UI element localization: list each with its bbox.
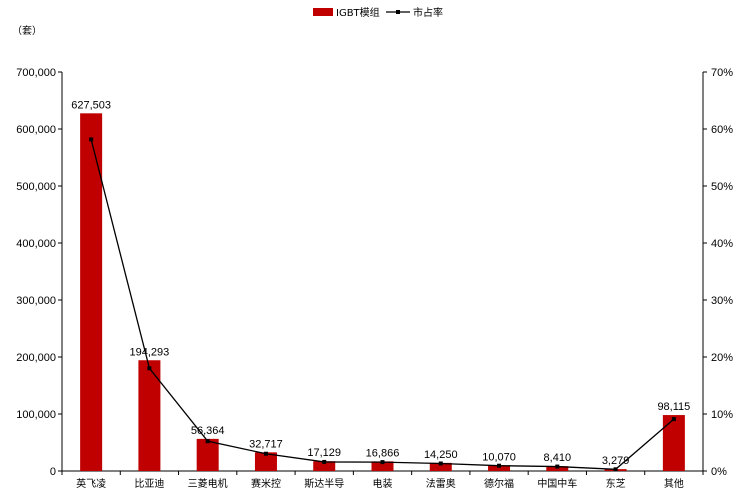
y-left-tick-label: 400,000 bbox=[16, 238, 56, 250]
share-line-point bbox=[263, 451, 268, 456]
y-right-tick-label: 70% bbox=[711, 67, 733, 79]
y-right-tick-label: 60% bbox=[711, 124, 733, 136]
category-label: 三菱电机 bbox=[188, 477, 228, 490]
category-labels: 英飞凌 比亚迪 三菱电机 赛米控 斯达半导 电装 法雷奥 德尔福 中国中车 东芝 其他 bbox=[76, 477, 684, 490]
bar-data-label: 98,115 bbox=[657, 401, 690, 413]
y-right-tick-label: 50% bbox=[711, 181, 733, 193]
y-right-tick-label: 10% bbox=[711, 409, 733, 421]
share-line-point bbox=[89, 137, 94, 142]
category-label: 其他 bbox=[664, 477, 684, 490]
bar bbox=[313, 461, 336, 471]
bar-data-label: 627,503 bbox=[71, 99, 111, 111]
category-label: 赛米控 bbox=[251, 477, 281, 490]
share-line-point bbox=[613, 467, 618, 472]
legend-swatch-marker bbox=[396, 10, 400, 14]
y-left-tick-label: 500,000 bbox=[16, 181, 56, 193]
category-label: 斯达半导 bbox=[304, 477, 344, 490]
bar bbox=[371, 461, 394, 471]
bar-data-label: 56,364 bbox=[191, 425, 225, 437]
share-line-point bbox=[380, 460, 385, 465]
bars bbox=[80, 113, 685, 471]
category-label: 英飞凌 bbox=[76, 477, 106, 490]
y-left-tick-label: 300,000 bbox=[16, 295, 56, 307]
legend-swatch-bar bbox=[313, 8, 333, 16]
share-line-point bbox=[205, 439, 210, 444]
share-line-point bbox=[671, 417, 676, 422]
bar bbox=[196, 438, 219, 471]
y-left-tick-label: 200,000 bbox=[16, 352, 56, 364]
share-line-point bbox=[438, 461, 443, 466]
y-right-tick-label: 30% bbox=[711, 295, 733, 307]
y-right-tick-label: 40% bbox=[711, 238, 733, 250]
y-right-tick-label: 0% bbox=[711, 466, 727, 478]
share-line-point bbox=[147, 366, 152, 371]
share-line-path bbox=[90, 139, 675, 470]
bar bbox=[546, 466, 569, 471]
category-label: 德尔福 bbox=[484, 477, 514, 490]
y-left-tick-label: 100,000 bbox=[16, 409, 56, 421]
bar-data-label: 10,070 bbox=[482, 451, 516, 463]
share-line bbox=[89, 137, 676, 472]
y-right-tick-label: 20% bbox=[711, 352, 733, 364]
legend-label-line: 市占率 bbox=[413, 6, 443, 19]
share-line-point bbox=[497, 463, 502, 468]
bar bbox=[429, 462, 452, 471]
category-label: 法雷奥 bbox=[426, 477, 456, 490]
bar-data-label: 16,866 bbox=[366, 447, 400, 459]
y-left-tick-label: 600,000 bbox=[16, 124, 56, 136]
y-left-tick-label: 700,000 bbox=[16, 67, 56, 79]
bar bbox=[80, 113, 103, 471]
share-line-point bbox=[322, 459, 327, 464]
axes: 0 100,000 200,000 300,000 400,000 500,000 600,… bbox=[16, 67, 733, 478]
bar-data-label: 32,717 bbox=[249, 438, 283, 450]
legend-label-bar: IGBT模组 bbox=[336, 6, 380, 19]
bar bbox=[254, 452, 277, 471]
bar bbox=[662, 415, 685, 471]
bar-data-label: 8,410 bbox=[544, 452, 572, 464]
bar bbox=[138, 360, 161, 471]
category-label: 比亚迪 bbox=[134, 478, 164, 490]
bar-data-label: 17,129 bbox=[307, 447, 341, 459]
category-label: 中国中车 bbox=[537, 477, 577, 490]
bar-data-label: 194,293 bbox=[130, 346, 170, 358]
bar-data-label: 14,250 bbox=[424, 449, 458, 461]
share-line-point bbox=[555, 464, 560, 469]
legend: IGBT模组 市占率 bbox=[313, 6, 443, 19]
y-left-tick-label: 0 bbox=[50, 466, 56, 478]
bar-labels: 627,503 194,293 56,364 32,717 17,129 16,866 14… bbox=[71, 99, 690, 467]
y-axis-unit-label: （套） bbox=[12, 24, 42, 37]
bar bbox=[488, 465, 511, 471]
category-label: 东芝 bbox=[606, 477, 626, 490]
category-label: 电装 bbox=[373, 477, 393, 490]
